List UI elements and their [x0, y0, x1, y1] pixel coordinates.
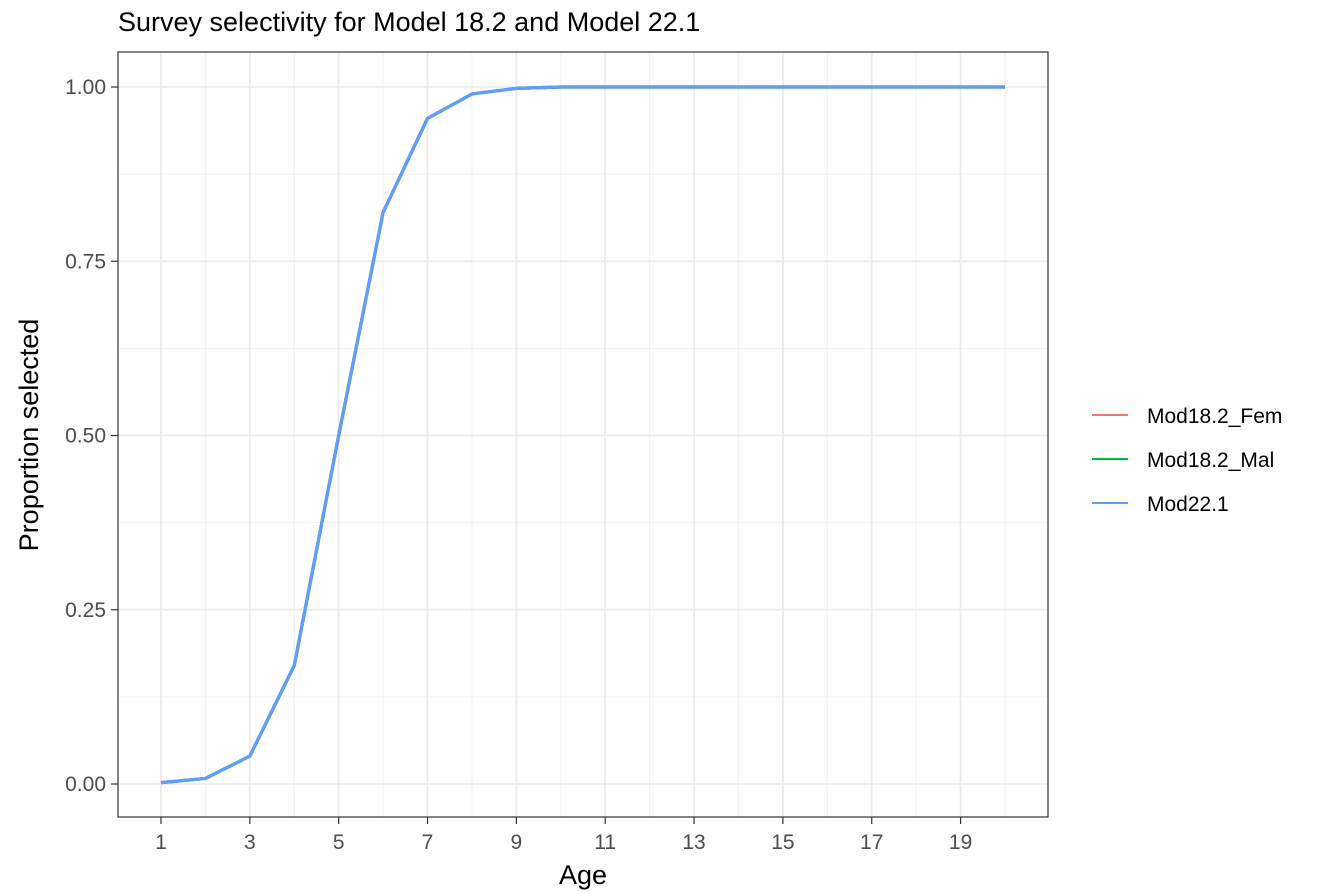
- gridlines: [118, 52, 1048, 817]
- legend-label: Mod22.1: [1147, 493, 1229, 516]
- x-tick-label: 7: [422, 831, 434, 854]
- y-tick-label: 0.00: [65, 773, 106, 796]
- legend-label: Mod18.2_Mal: [1147, 449, 1274, 472]
- x-tick-label: 3: [244, 831, 256, 854]
- series-line: [160, 85, 1005, 785]
- x-tick-label: 17: [860, 831, 883, 854]
- x-tick-label: 5: [333, 831, 345, 854]
- y-tick-label: 0.50: [65, 425, 106, 448]
- legend: Mod18.2_Fem Mod18.2_Mal Mod22.1: [1092, 405, 1282, 516]
- y-axis-title: Proportion selected: [14, 319, 44, 552]
- series-lines: [160, 85, 1005, 785]
- x-tick-label: 11: [594, 831, 616, 854]
- y-tick-label: 0.25: [65, 599, 106, 622]
- y-tick-label: 0.75: [65, 250, 106, 273]
- y-tick-label: 1.00: [65, 76, 106, 99]
- x-tick-label: 1: [155, 831, 167, 854]
- axes: 1 3 5 7 9 11 13 15 17 190.000.250.500.751.00: [65, 76, 972, 854]
- x-tick-label: 13: [682, 831, 705, 854]
- x-tick-label: 19: [949, 831, 972, 854]
- legend-label: Mod18.2_Fem: [1147, 405, 1282, 428]
- x-axis-title: Age: [559, 860, 607, 890]
- x-tick-label: 15: [771, 831, 794, 854]
- x-tick-label: 9: [511, 831, 523, 854]
- chart-title: Survey selectivity for Model 18.2 and Mo…: [118, 7, 700, 37]
- plot-panel: [117, 51, 1049, 818]
